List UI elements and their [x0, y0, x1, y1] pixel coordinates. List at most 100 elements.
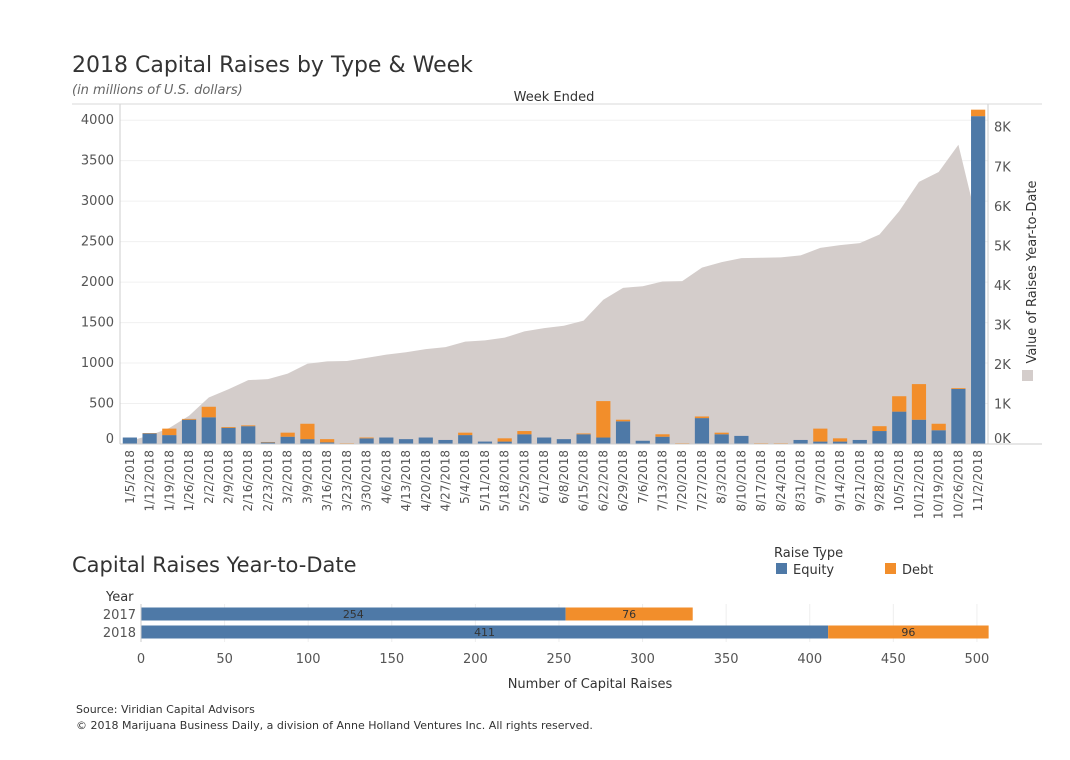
x-tick-label: 5/11/2018 — [478, 450, 492, 512]
x-tick-label: 250 — [547, 652, 572, 667]
x-tick-label: 6/22/2018 — [596, 450, 610, 512]
debt-bar — [911, 384, 927, 420]
x-tick-label: 9/7/2018 — [813, 450, 827, 504]
equity-bar — [201, 417, 216, 444]
equity-bar — [734, 435, 749, 444]
x-tick-label: 9/14/2018 — [833, 450, 847, 512]
top-chart-axes: 0 500 1000 1500 2000 2500 3000 3500 4000 0K 1K 2K 3K… — [72, 103, 1042, 519]
ytd-area — [129, 144, 979, 444]
y-tick-label: 1500 — [81, 316, 114, 331]
equity-bar — [655, 436, 670, 444]
legend-debt-swatch — [885, 563, 896, 574]
equity-bar — [418, 437, 433, 444]
year-label: 2018 — [103, 626, 136, 641]
x-tick-label: 9/21/2018 — [853, 450, 867, 512]
equity-bar — [951, 388, 966, 444]
equity-bar — [379, 437, 394, 444]
equity-bar — [221, 427, 236, 444]
equity-bar — [300, 439, 315, 444]
x-tick-label: 50 — [216, 652, 233, 667]
debt-count-label: 96 — [901, 626, 915, 639]
debt-bar — [458, 432, 473, 436]
equity-bar — [832, 441, 848, 444]
x-tick-label: 6/8/2018 — [557, 450, 571, 504]
debt-bar — [497, 438, 512, 442]
legend-equity-label: Equity — [793, 563, 834, 578]
bottom-chart-x-axis-title: Number of Capital Raises — [508, 677, 673, 692]
debt-bar — [162, 428, 177, 436]
weekly-bars-layer — [122, 109, 986, 445]
x-tick-label: 7/20/2018 — [675, 450, 689, 512]
debt-count-label: 76 — [622, 608, 636, 621]
bottom-chart-y-axis-title: Year — [105, 590, 134, 605]
equity-count-bar — [141, 607, 566, 621]
top-chart-y2-axis-title: Value of Raises Year-to-Date — [1025, 181, 1040, 364]
equity-bar — [971, 116, 986, 445]
equity-bar — [596, 437, 611, 444]
debt-bar — [221, 427, 236, 428]
x-tick-label: 450 — [881, 652, 906, 667]
x-tick-label: 7/27/2018 — [695, 450, 709, 512]
x-tick-label: 5/18/2018 — [498, 450, 512, 512]
y2-tick-label: 0K — [994, 432, 1011, 447]
x-tick-label: 200 — [463, 652, 488, 667]
top-chart-subtitle: (in millions of U.S. dollars) — [72, 83, 243, 98]
equity-bar — [793, 439, 808, 444]
x-tick-label: 8/17/2018 — [754, 450, 768, 512]
y-tick-label: 2000 — [81, 275, 114, 290]
debt-bar — [320, 439, 335, 443]
equity-bar — [892, 411, 907, 444]
debt-bar — [576, 433, 591, 435]
x-tick-label: 3/30/2018 — [360, 450, 374, 512]
y2-tick-label: 1K — [994, 397, 1011, 412]
equity-bar — [438, 439, 453, 444]
y2-tick-label: 5K — [994, 239, 1011, 254]
equity-bar — [320, 442, 335, 444]
x-tick-label: 4/27/2018 — [439, 450, 453, 512]
equity-bar — [260, 442, 276, 444]
x-tick-label: 0 — [137, 652, 145, 667]
equity-bar — [517, 434, 532, 444]
y-tick-label: 4000 — [81, 113, 114, 128]
debt-bar — [280, 432, 295, 437]
y-tick-label: 3000 — [81, 194, 114, 209]
x-tick-label: 1/26/2018 — [182, 450, 196, 512]
x-tick-label: 4/6/2018 — [379, 450, 393, 504]
year-label: 2017 — [103, 608, 136, 623]
y2-tick-label: 6K — [994, 200, 1011, 215]
equity-bar — [162, 435, 177, 444]
debt-bar — [517, 431, 532, 435]
y-tick-label: 0 — [106, 432, 114, 447]
ytd-area-layer — [129, 144, 979, 444]
x-tick-label: 10/5/2018 — [892, 450, 906, 512]
equity-bar — [280, 436, 295, 444]
x-tick-label: 1/5/2018 — [123, 450, 137, 504]
footer-source: Source: Viridian Capital Advisors — [76, 703, 255, 716]
debt-bar — [615, 419, 631, 422]
bottom-chart-title: Capital Raises Year-to-Date — [72, 553, 357, 577]
debt-bar — [951, 388, 966, 389]
x-tick-label: 8/3/2018 — [715, 450, 729, 504]
equity-bar — [852, 439, 867, 444]
equity-bar — [872, 431, 887, 444]
x-tick-label: 2/9/2018 — [222, 450, 236, 504]
x-tick-label: 7/13/2018 — [656, 450, 670, 512]
x-tick-label: 10/19/2018 — [932, 450, 946, 519]
debt-bar — [892, 396, 907, 412]
x-tick-label: 11/2/2018 — [971, 450, 985, 512]
debt-bar — [596, 401, 611, 438]
equity-bar — [241, 426, 256, 444]
debt-bar — [694, 416, 710, 419]
equity-bar — [694, 418, 710, 444]
x-tick-label: 1/19/2018 — [162, 450, 176, 512]
y2-tick-label: 2K — [994, 358, 1011, 373]
equity-bar — [931, 430, 946, 444]
y-tick-label: 2500 — [81, 235, 114, 250]
x-tick-label: 6/29/2018 — [616, 450, 630, 512]
x-tick-label: 150 — [379, 652, 404, 667]
debt-count-bar — [828, 625, 989, 639]
debt-bar — [872, 426, 887, 432]
legend-equity-swatch — [776, 563, 787, 574]
x-tick-label: 2/16/2018 — [241, 450, 255, 512]
